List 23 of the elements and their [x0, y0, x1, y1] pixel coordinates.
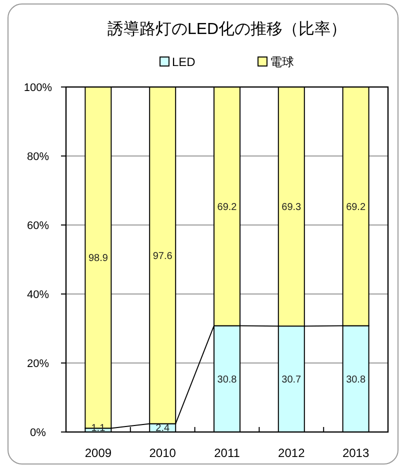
y-tick-label: 80% — [26, 151, 50, 163]
y-tick-label: 40% — [26, 289, 50, 301]
data-label: 69.2 — [346, 202, 366, 213]
legend-label: 電球 — [270, 55, 294, 69]
data-label: 69.2 — [217, 202, 238, 213]
legend-label: LED — [172, 55, 196, 69]
x-tick-label: 2009 — [84, 446, 112, 460]
x-tick-label: 2013 — [342, 446, 370, 460]
y-tick-label: 20% — [26, 358, 50, 370]
data-label: 30.8 — [346, 374, 366, 386]
data-label: 97.6 — [152, 250, 173, 262]
x-tick-label: 2012 — [278, 446, 306, 460]
data-label: 98.9 — [88, 253, 108, 264]
data-label: 69.3 — [282, 202, 302, 214]
y-tick-label: 0% — [30, 427, 46, 439]
data-label: 30.7 — [282, 374, 302, 386]
y-tick-label: 60% — [26, 220, 50, 232]
x-tick-label: 2011 — [214, 446, 240, 460]
x-tick-label: 2010 — [149, 446, 176, 460]
data-label: 30.8 — [217, 374, 238, 386]
chart-title: 誘導路灯のLED化の推移（比率） — [107, 20, 347, 38]
data-label: 2.4 — [156, 423, 170, 434]
y-tick-label: 100% — [24, 82, 52, 94]
